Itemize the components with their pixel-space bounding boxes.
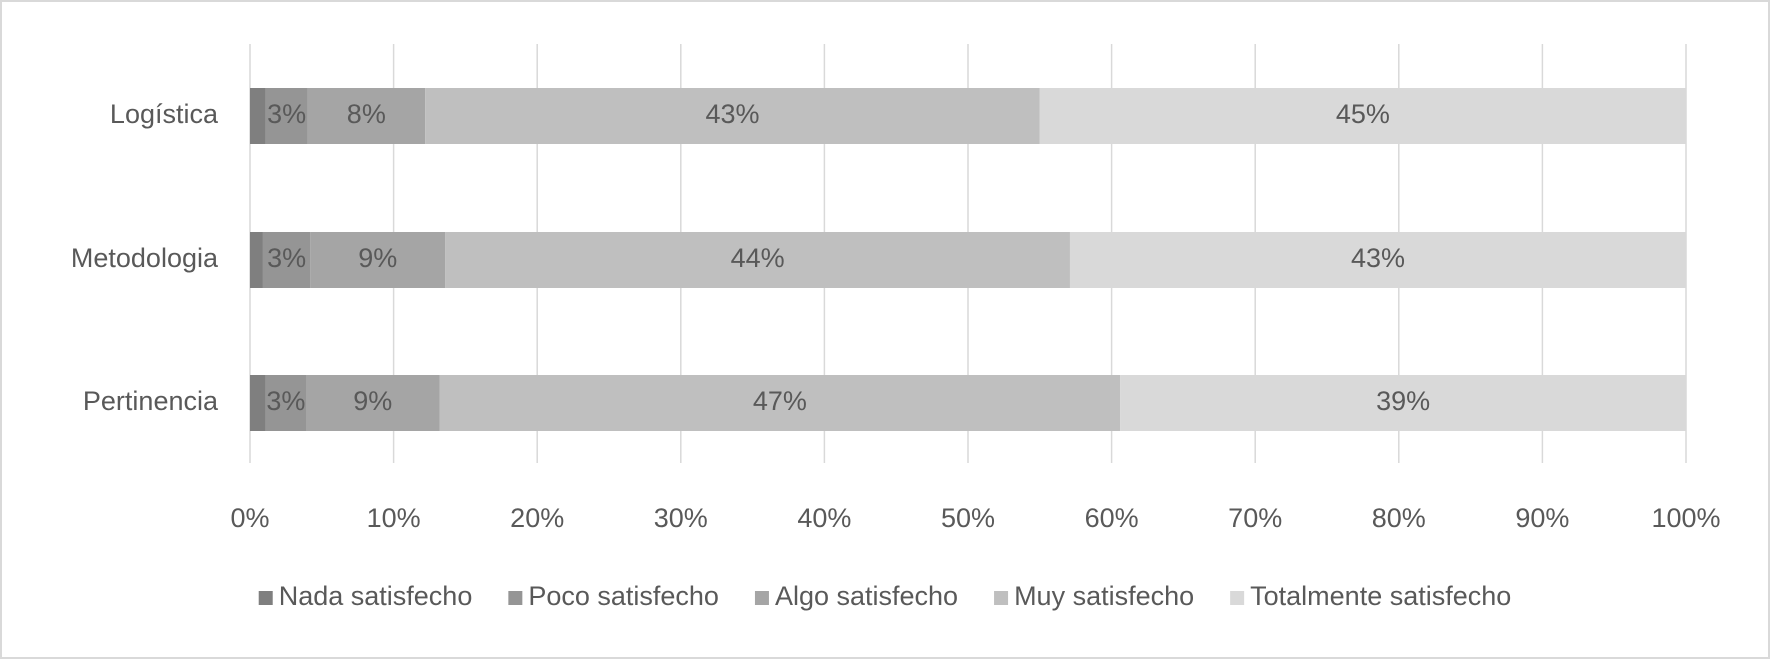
y-tick-label: Pertinencia <box>83 386 219 416</box>
bar-segment <box>445 232 1070 288</box>
bar-segment <box>265 88 308 144</box>
x-tick-label: 60% <box>1085 503 1139 533</box>
legend-label: Nada satisfecho <box>279 581 473 611</box>
legend-swatch <box>258 591 273 605</box>
data-label: 47% <box>753 386 807 416</box>
x-tick-label: 50% <box>941 503 995 533</box>
legend-swatch <box>508 591 523 605</box>
x-tick-label: 80% <box>1372 503 1426 533</box>
x-tick-label: 0% <box>230 503 269 533</box>
bar-segment <box>425 88 1040 144</box>
x-tick-label: 30% <box>654 503 708 533</box>
data-label: 3% <box>266 386 305 416</box>
data-label: 8% <box>347 99 386 129</box>
data-label: 9% <box>353 386 392 416</box>
data-label: 39% <box>1376 386 1430 416</box>
data-label: 45% <box>1336 99 1390 129</box>
bar-segment <box>1069 232 1686 288</box>
bar-segment <box>250 232 263 288</box>
data-label: 3% <box>267 243 306 273</box>
bar-segment <box>306 375 440 431</box>
data-label: 3% <box>267 99 306 129</box>
bar-segment <box>310 232 446 288</box>
legend-swatch <box>1230 591 1245 605</box>
bar-segment <box>1039 88 1686 144</box>
legend-label: Poco satisfecho <box>528 581 719 611</box>
bar-segment <box>439 375 1121 431</box>
data-label: 44% <box>731 243 785 273</box>
y-tick-label: Logística <box>110 99 219 129</box>
x-tick-label: 90% <box>1515 503 1569 533</box>
legend-swatch <box>994 591 1009 605</box>
x-tick-label: 40% <box>797 503 851 533</box>
legend-label: Algo satisfecho <box>775 581 958 611</box>
data-label: 43% <box>705 99 759 129</box>
bar-segment <box>307 88 426 144</box>
data-label: 43% <box>1351 243 1405 273</box>
x-tick-label: 100% <box>1651 503 1720 533</box>
y-tick-label: Metodologia <box>71 243 219 273</box>
legend-label: Totalmente satisfecho <box>1250 581 1511 611</box>
bar-segment <box>262 232 311 288</box>
bar-segment <box>265 375 307 431</box>
x-tick-label: 10% <box>367 503 421 533</box>
legend-label: Muy satisfecho <box>1014 581 1194 611</box>
bar-segment <box>1120 375 1686 431</box>
bar-segment <box>250 375 266 431</box>
legend-swatch <box>754 591 769 605</box>
bar-segment <box>250 88 266 144</box>
x-tick-label: 70% <box>1228 503 1282 533</box>
data-label: 9% <box>358 243 397 273</box>
x-tick-label: 20% <box>510 503 564 533</box>
